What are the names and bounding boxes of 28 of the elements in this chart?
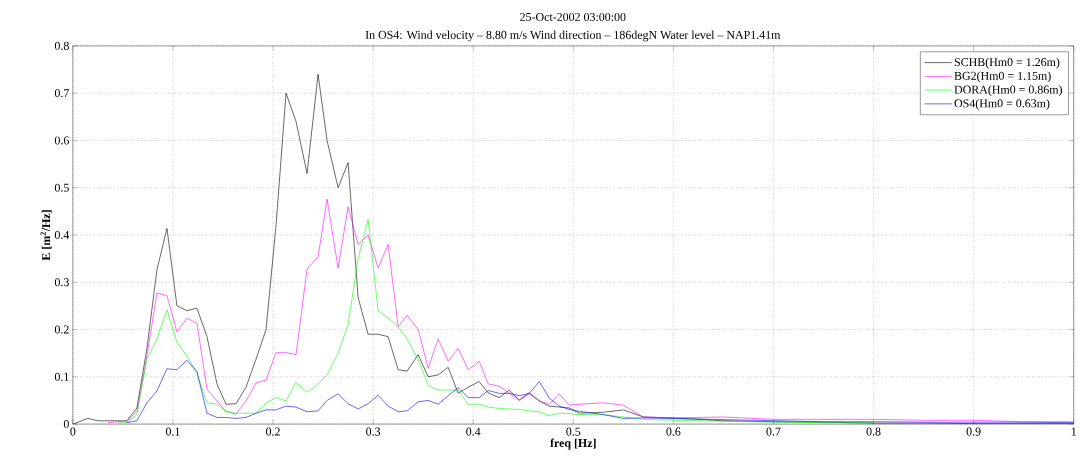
y-tick-label: 0.6 [54, 136, 69, 145]
x-tick-label: 1 [1071, 427, 1076, 436]
x-axis-title: freq [Hz] [550, 438, 596, 450]
y-tick-label: 0.8 [54, 41, 69, 50]
x-tick-label: 0.2 [266, 427, 280, 436]
x-tick-label: 0.5 [566, 427, 581, 436]
legend-label: DORA(Hm0 = 0.86m) [954, 85, 1062, 97]
x-tick-label: 0 [70, 427, 76, 436]
x-tick-label: 0.4 [466, 427, 481, 436]
x-tick-label: 0.7 [766, 427, 781, 436]
y-tick-label: 0.7 [54, 89, 69, 98]
y-tick-label: 0.2 [54, 325, 69, 334]
chart-subtitle: In OS4: Wind velocity – 8.80 m/s Wind direction – 186degN Water level – NAP1.41m [365, 30, 781, 42]
chart-title: 25-Oct-2002 03:00:00 [520, 12, 626, 22]
legend-label: SCHB(Hm0 = 1.26m) [954, 57, 1060, 69]
x-tick-label: 0.8 [866, 427, 881, 436]
y-tick-label: 0.1 [54, 372, 69, 381]
y-tick-label: 0.5 [54, 183, 69, 192]
x-tick-label: 0.3 [366, 427, 381, 436]
y-tick-label: 0.4 [54, 230, 70, 240]
x-tick-label: 0.9 [966, 427, 981, 436]
y-tick-label: 0.3 [54, 278, 69, 287]
x-tick-label: 0.6 [666, 427, 681, 436]
legend-label: OS4(Hm0 = 0.63m) [954, 99, 1050, 110]
y-tick-label: 0 [63, 420, 69, 429]
x-tick-label: 0.1 [165, 427, 180, 436]
legend-label: BG2(Hm0 = 1.15m) [954, 71, 1051, 83]
y-axis-title: E [m$^{2}$/Hz] [40, 210, 52, 261]
